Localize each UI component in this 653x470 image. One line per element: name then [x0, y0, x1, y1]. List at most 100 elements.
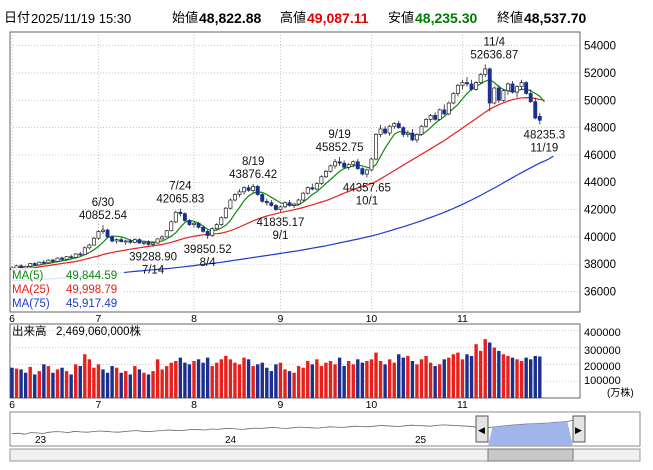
candle-body	[110, 236, 115, 242]
candle-body	[319, 176, 324, 184]
annotation-label: 11/19	[530, 142, 558, 154]
candle-body	[23, 265, 28, 269]
x-month-label: 8	[191, 313, 197, 325]
volume-bar	[101, 369, 105, 398]
navigator-label-23: 23	[35, 435, 47, 446]
candle	[78, 251, 83, 256]
volume-bar	[64, 371, 69, 398]
candle-body	[492, 87, 497, 104]
volume-bar	[10, 367, 14, 398]
candle-body	[155, 238, 160, 244]
candle	[483, 64, 488, 78]
candle-body	[369, 158, 374, 171]
candle-body	[451, 93, 456, 104]
volume-bar	[424, 355, 428, 398]
candle	[374, 133, 378, 161]
candle-body	[283, 202, 287, 208]
x-month-label: 10	[366, 399, 378, 411]
candle-body	[333, 161, 338, 167]
high-label: 高値	[280, 10, 306, 25]
volume-bar	[328, 361, 333, 398]
volume-bar	[383, 364, 387, 398]
volume-bar	[442, 359, 446, 398]
candle-body	[437, 109, 442, 120]
candle-body	[242, 187, 246, 193]
candle	[210, 227, 215, 237]
open-value: 48,822.88	[199, 10, 261, 26]
x-month-label: 8	[191, 399, 197, 411]
candle-body	[360, 168, 365, 175]
annotation-label: 8/4	[200, 257, 217, 269]
y-tick-label: 54000	[584, 41, 616, 53]
volume-bar	[165, 366, 169, 398]
volume-tick-4: 100000	[584, 375, 621, 387]
scrollbar-thumb[interactable]	[487, 448, 574, 462]
header-datetime: 2025/11/19 15:30	[31, 11, 131, 26]
volume-bar	[224, 355, 228, 398]
candle-body	[46, 259, 51, 264]
candle	[324, 169, 328, 179]
annotation-label: 43876.42	[229, 169, 277, 181]
candle-body	[342, 162, 347, 168]
annotation-label: 11/4	[484, 36, 506, 48]
candle	[205, 230, 210, 239]
candle-body	[328, 165, 333, 172]
candle	[214, 223, 219, 231]
volume-bar	[397, 354, 401, 398]
candle	[387, 124, 392, 136]
candle	[28, 262, 33, 268]
candle	[155, 238, 160, 244]
candle	[515, 85, 520, 98]
volume-bar	[410, 361, 415, 398]
volume-tick-3: 200000	[584, 361, 621, 373]
volume-bar	[488, 342, 492, 398]
volume-label: 出来高	[12, 324, 47, 338]
candle-body	[528, 93, 533, 103]
volume-bar	[278, 362, 283, 398]
annotation-label: 52636.87	[470, 49, 518, 61]
candle-body	[264, 201, 269, 204]
navigator-left-handle[interactable]: ◀	[475, 415, 489, 443]
legend-ma75-value: 45,917.49	[66, 298, 117, 310]
navigator-right-handle[interactable]: ▶	[572, 415, 586, 443]
candle	[369, 157, 374, 172]
x-month-label: 11	[457, 313, 468, 325]
close-value: 48,537.70	[524, 10, 586, 26]
volume-bar	[78, 366, 82, 398]
volume-bar	[128, 374, 132, 398]
volume-bar	[256, 364, 260, 398]
candle	[160, 235, 165, 240]
annotation-label: 10/1	[356, 195, 378, 207]
candle	[524, 81, 529, 95]
candle-body	[196, 222, 201, 228]
candle-body	[173, 211, 178, 223]
volume-bar	[160, 369, 164, 398]
candle	[396, 120, 401, 129]
candle	[187, 219, 192, 226]
candle-body	[433, 114, 438, 120]
price-panel[interactable]	[9, 31, 581, 313]
scrollbar-track[interactable]	[9, 448, 641, 462]
x-month-label: 7	[96, 399, 102, 411]
candle	[333, 159, 338, 169]
candle	[537, 112, 542, 125]
candle-body	[246, 187, 251, 191]
candle	[146, 240, 151, 246]
candle-body	[151, 242, 155, 245]
candle	[96, 230, 101, 240]
candle	[292, 202, 297, 209]
volume-bar	[196, 359, 201, 398]
candle	[178, 208, 183, 217]
volume-bar	[492, 347, 496, 398]
candle	[242, 186, 246, 195]
candle	[364, 168, 369, 178]
annotation-label: 6/30	[92, 197, 114, 209]
candle-body	[201, 226, 206, 232]
candle	[451, 92, 456, 105]
candle-body	[301, 192, 306, 201]
volume-bar	[501, 354, 506, 398]
candle	[264, 198, 269, 206]
volume-bar	[274, 364, 278, 398]
candle-body	[164, 230, 169, 238]
volume-bar	[246, 359, 251, 398]
